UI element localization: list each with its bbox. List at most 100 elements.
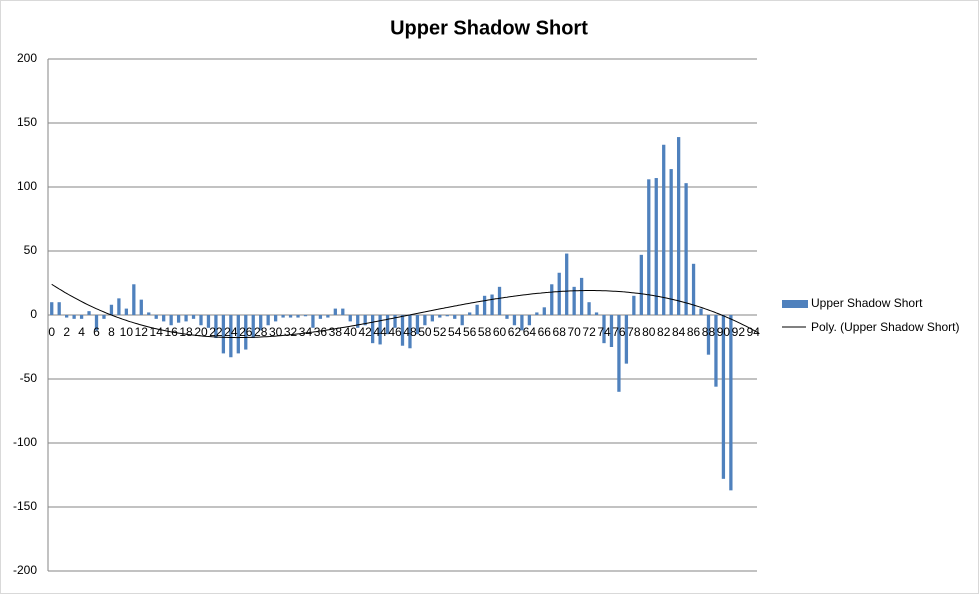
bar xyxy=(356,315,360,328)
x-tick-label: 46 xyxy=(388,325,402,339)
bar xyxy=(565,253,569,315)
bar xyxy=(296,315,300,318)
bar xyxy=(281,315,285,318)
x-tick-label: 10 xyxy=(120,325,134,339)
x-tick-label: 4 xyxy=(78,325,85,339)
bar xyxy=(550,284,554,315)
x-tick-label: 62 xyxy=(508,325,522,339)
x-tick-label: 42 xyxy=(359,325,373,339)
bar xyxy=(147,312,151,315)
x-tick-label: 72 xyxy=(582,325,596,339)
x-tick-label: 82 xyxy=(657,325,671,339)
bar xyxy=(691,263,696,315)
bar xyxy=(669,169,673,315)
x-tick-label: 80 xyxy=(642,325,656,339)
bar xyxy=(684,183,688,315)
bar xyxy=(333,308,337,315)
legend-label: Poly. (Upper Shadow Short) xyxy=(811,320,960,334)
x-tick-label: 2 xyxy=(63,325,70,339)
bar xyxy=(602,315,606,344)
bar xyxy=(266,315,270,326)
bar xyxy=(714,315,718,387)
bar xyxy=(468,312,472,315)
bar xyxy=(385,315,390,335)
bar xyxy=(647,179,651,315)
y-tick-label: 100 xyxy=(17,179,37,193)
bar xyxy=(72,315,76,319)
x-tick-label: 90 xyxy=(717,325,731,339)
bar xyxy=(512,315,517,326)
bar xyxy=(415,315,420,335)
bar xyxy=(57,302,61,315)
bar xyxy=(124,308,129,315)
x-tick-label: 30 xyxy=(269,325,283,339)
x-tick-label: 60 xyxy=(493,325,507,339)
bar xyxy=(50,302,54,315)
bar xyxy=(632,295,636,315)
y-tick-label: 200 xyxy=(17,51,37,65)
x-tick-label: 22 xyxy=(209,325,223,339)
bar xyxy=(609,315,614,347)
bar xyxy=(214,315,218,339)
bar xyxy=(94,315,99,331)
x-tick-label: 12 xyxy=(135,325,149,339)
bar xyxy=(527,315,532,326)
bar xyxy=(654,178,658,315)
bar xyxy=(154,315,158,319)
bar xyxy=(311,315,315,328)
x-tick-label: 66 xyxy=(538,325,552,339)
bar xyxy=(378,315,382,345)
x-tick-label: 84 xyxy=(672,325,686,339)
x-tick-label: 86 xyxy=(687,325,701,339)
bar xyxy=(273,315,278,322)
bar xyxy=(460,315,464,326)
bar xyxy=(79,315,84,319)
bar xyxy=(326,315,330,318)
bar xyxy=(557,272,561,315)
bar xyxy=(423,315,427,326)
bar xyxy=(706,315,711,355)
x-tick-label: 68 xyxy=(553,325,567,339)
x-tick-label: 70 xyxy=(567,325,581,339)
bar xyxy=(497,286,502,315)
x-tick-label: 54 xyxy=(448,325,462,339)
y-tick-label: -200 xyxy=(13,563,37,577)
bar xyxy=(176,315,181,323)
x-tick-label: 74 xyxy=(597,325,611,339)
bar xyxy=(184,315,188,322)
bar xyxy=(400,315,405,346)
x-tick-label: 0 xyxy=(48,325,55,339)
bar xyxy=(87,311,91,315)
bar xyxy=(132,284,136,315)
x-tick-label: 14 xyxy=(150,325,164,339)
bar xyxy=(624,315,629,364)
bar xyxy=(520,315,524,331)
bar xyxy=(572,286,576,315)
bar xyxy=(109,304,114,315)
x-tick-label: 32 xyxy=(284,325,298,339)
bar xyxy=(617,315,621,392)
x-tick-label: 36 xyxy=(314,325,328,339)
bar xyxy=(341,308,345,315)
x-tick-label: 52 xyxy=(433,325,447,339)
x-tick-label: 26 xyxy=(239,325,253,339)
x-tick-label: 64 xyxy=(523,325,537,339)
bar xyxy=(579,277,584,315)
bar xyxy=(490,294,494,315)
x-tick-label: 58 xyxy=(478,325,492,339)
x-tick-label: 6 xyxy=(93,325,100,339)
bar xyxy=(475,304,479,315)
bar xyxy=(65,315,69,318)
x-tick-label: 92 xyxy=(732,325,746,339)
legend-label: Upper Shadow Short xyxy=(811,296,923,310)
x-tick-label: 20 xyxy=(194,325,208,339)
bar xyxy=(303,315,308,317)
bar xyxy=(371,315,375,344)
x-tick-label: 28 xyxy=(254,325,268,339)
bar xyxy=(445,315,449,317)
bar xyxy=(639,254,643,315)
bar xyxy=(191,315,196,319)
chart-title: Upper Shadow Short xyxy=(390,17,588,39)
